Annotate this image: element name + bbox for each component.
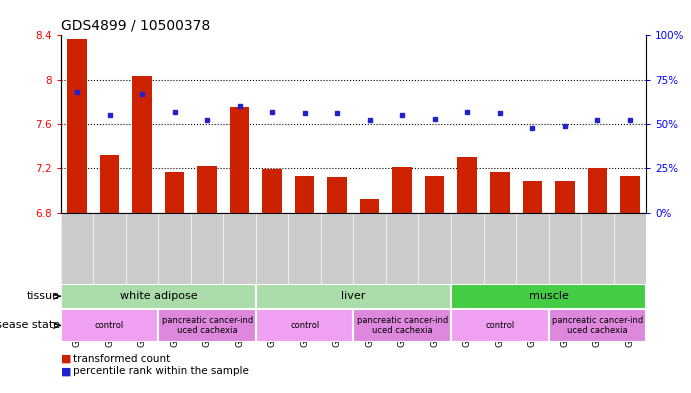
Bar: [451, 309, 549, 342]
Text: GDS4899 / 10500378: GDS4899 / 10500378: [61, 19, 210, 33]
Bar: [256, 309, 354, 342]
Bar: [549, 309, 646, 342]
Text: control: control: [95, 321, 124, 330]
Bar: [360, 199, 379, 213]
Bar: [256, 284, 451, 309]
Bar: [295, 176, 314, 213]
Bar: [158, 309, 256, 342]
Bar: [100, 155, 120, 213]
Bar: [133, 76, 152, 213]
Bar: [451, 284, 646, 309]
Bar: [61, 309, 158, 342]
Text: ■: ■: [61, 354, 71, 364]
Bar: [457, 157, 477, 213]
Bar: [522, 180, 542, 213]
Bar: [425, 176, 444, 213]
Bar: [230, 107, 249, 213]
Text: pancreatic cancer-ind
uced cachexia: pancreatic cancer-ind uced cachexia: [357, 316, 448, 335]
Text: pancreatic cancer-ind
uced cachexia: pancreatic cancer-ind uced cachexia: [551, 316, 643, 335]
Text: white adipose: white adipose: [120, 291, 197, 301]
Bar: [198, 166, 217, 213]
Bar: [165, 172, 184, 213]
Bar: [490, 172, 509, 213]
Text: ■: ■: [61, 367, 71, 376]
Text: liver: liver: [341, 291, 366, 301]
Text: control: control: [290, 321, 319, 330]
Text: control: control: [485, 321, 514, 330]
Text: pancreatic cancer-ind
uced cachexia: pancreatic cancer-ind uced cachexia: [162, 316, 253, 335]
Text: transformed count: transformed count: [73, 354, 171, 364]
Bar: [620, 176, 640, 213]
Bar: [353, 309, 451, 342]
Bar: [263, 169, 282, 213]
Text: disease state: disease state: [0, 320, 60, 331]
Bar: [61, 284, 256, 309]
Bar: [392, 167, 412, 213]
Bar: [67, 39, 87, 213]
Bar: [555, 180, 574, 213]
Bar: [587, 168, 607, 213]
Text: muscle: muscle: [529, 291, 569, 301]
Bar: [328, 177, 347, 213]
Text: tissue: tissue: [27, 291, 60, 301]
Text: percentile rank within the sample: percentile rank within the sample: [73, 367, 249, 376]
